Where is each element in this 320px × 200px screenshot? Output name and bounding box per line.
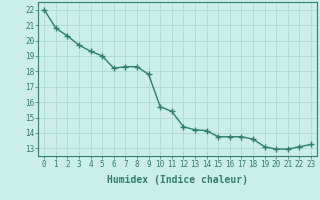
X-axis label: Humidex (Indice chaleur): Humidex (Indice chaleur) xyxy=(107,175,248,185)
